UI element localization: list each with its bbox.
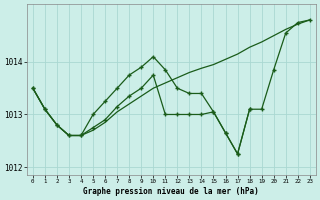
- X-axis label: Graphe pression niveau de la mer (hPa): Graphe pression niveau de la mer (hPa): [84, 187, 259, 196]
